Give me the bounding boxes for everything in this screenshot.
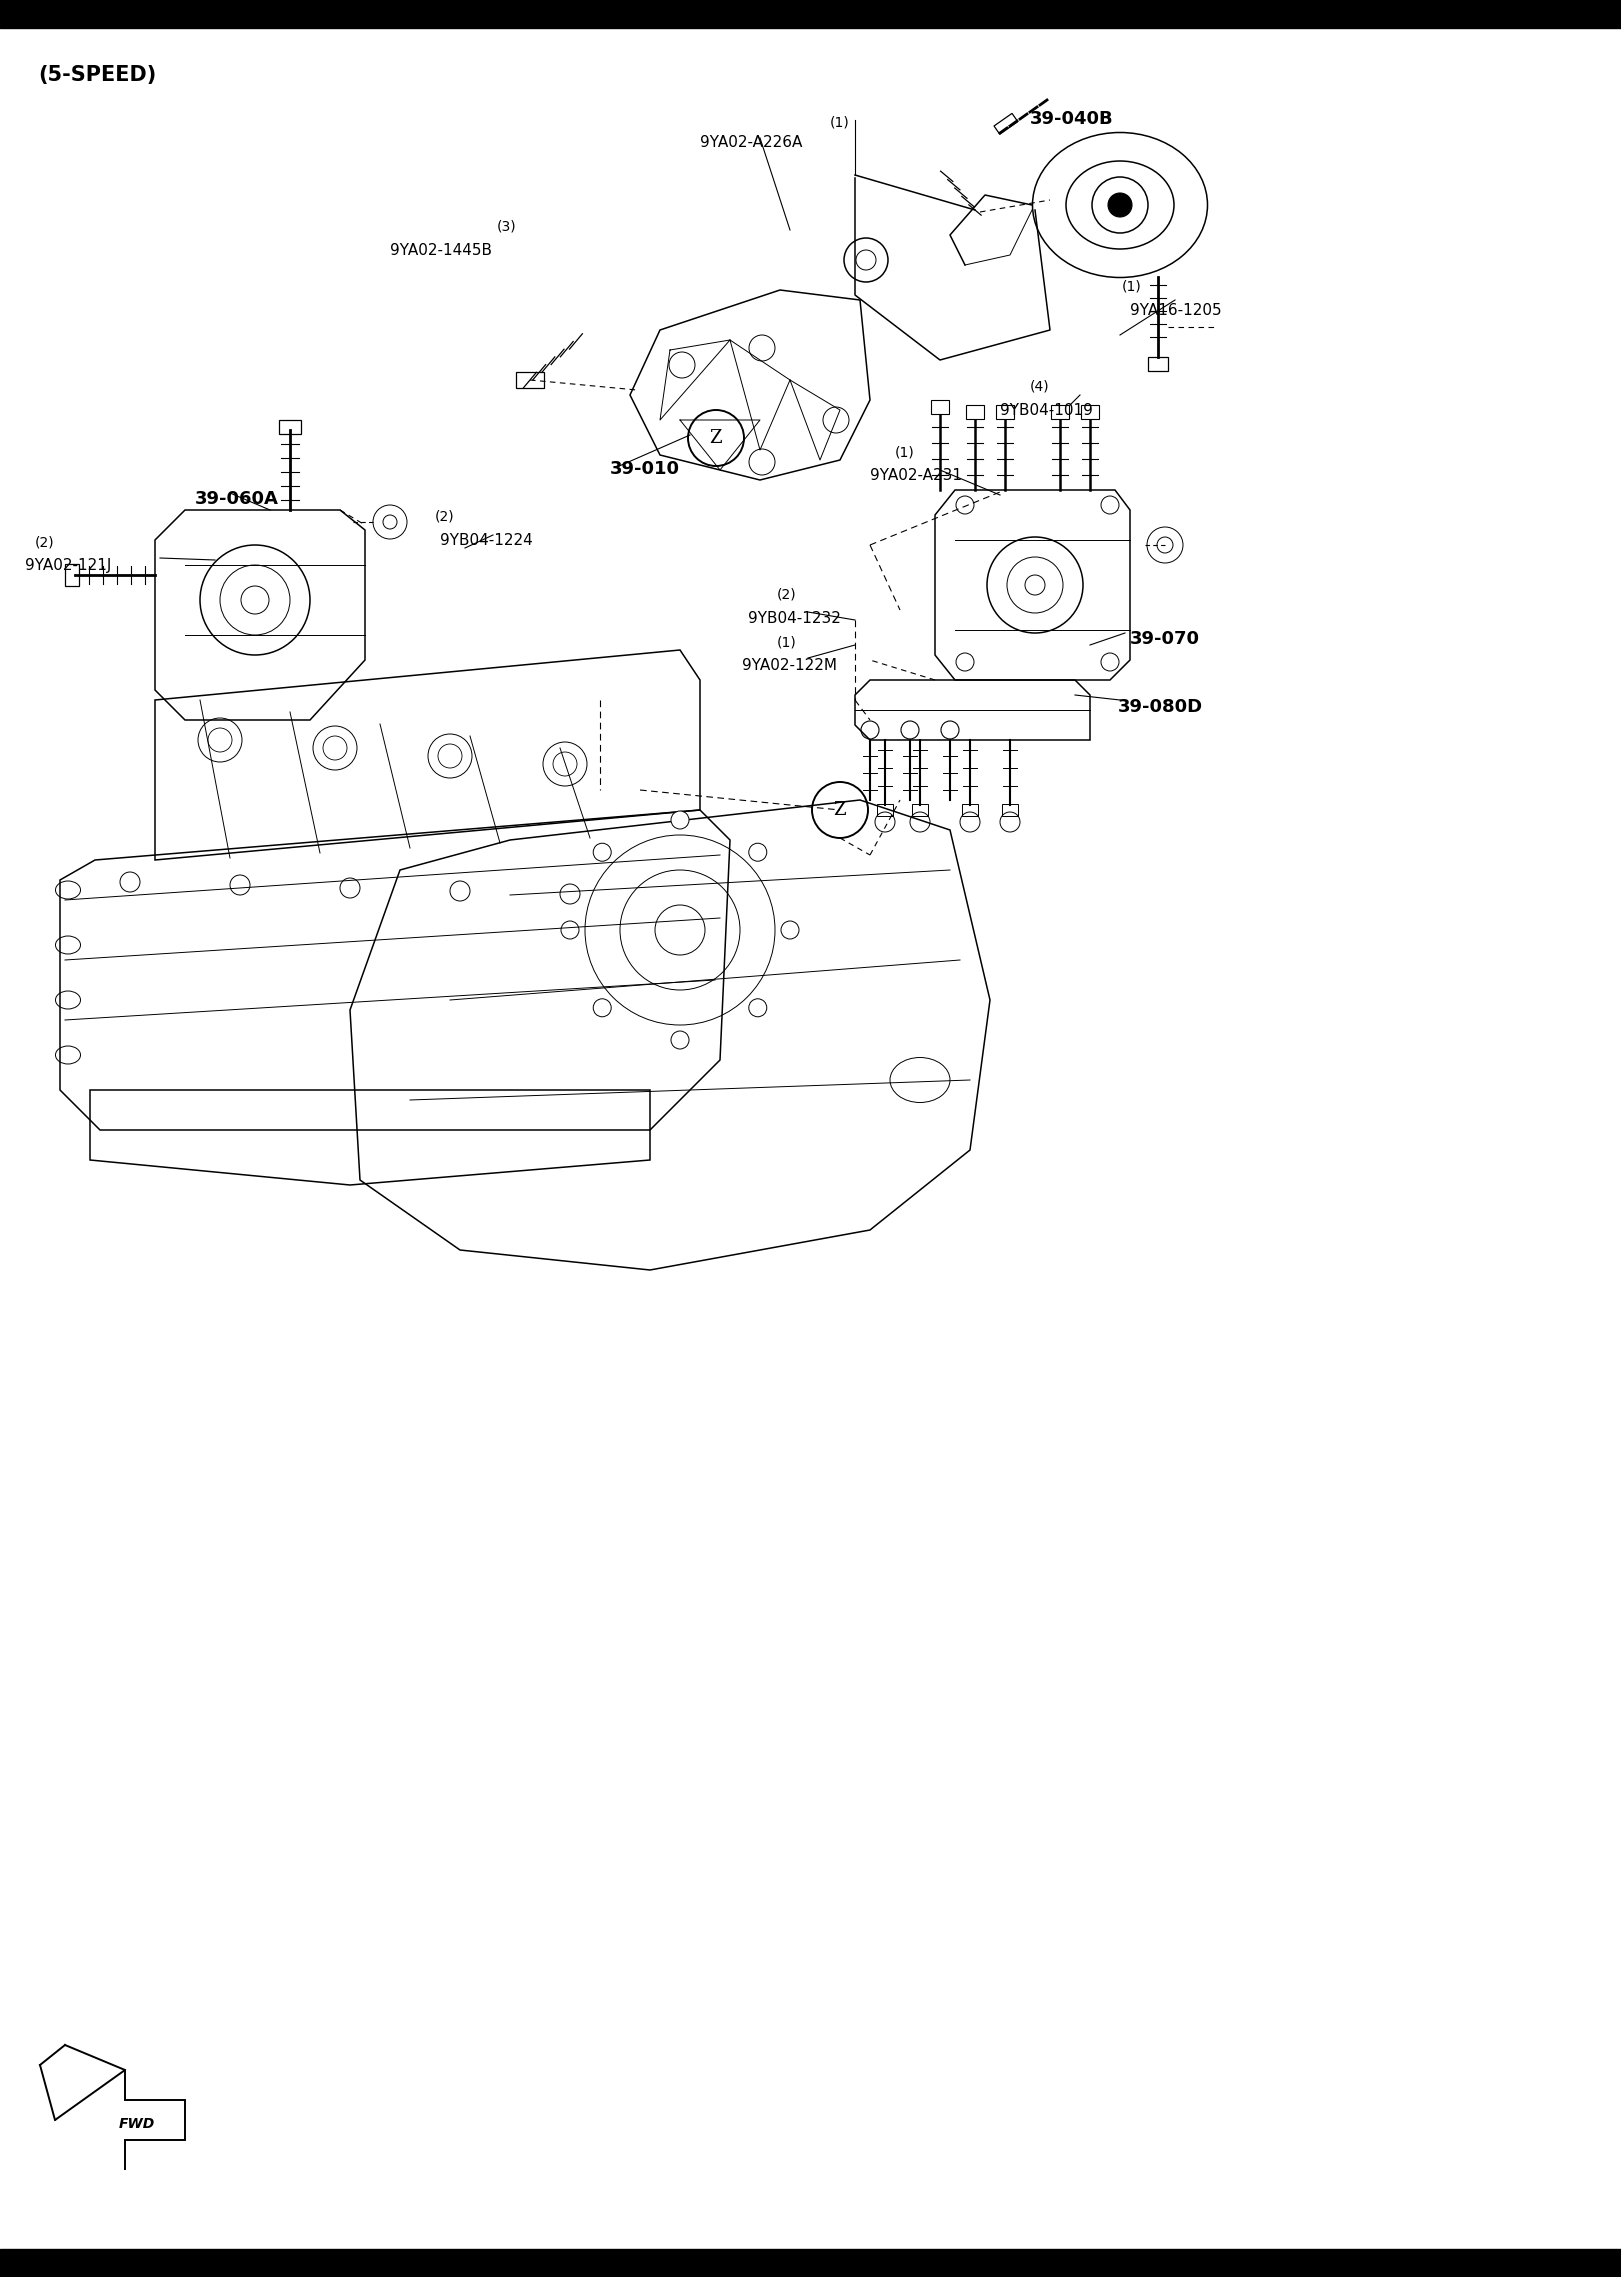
Text: (3): (3) [498, 221, 517, 235]
Text: (1): (1) [1122, 280, 1141, 294]
Text: (4): (4) [1029, 380, 1050, 394]
Bar [1081, 405, 1099, 419]
FancyBboxPatch shape [515, 371, 545, 387]
Bar [65, 565, 79, 585]
Bar [1002, 804, 1018, 815]
Bar [961, 804, 977, 815]
Circle shape [561, 920, 579, 938]
Text: (2): (2) [776, 587, 796, 601]
Bar [1050, 405, 1068, 419]
Text: 39-070: 39-070 [1130, 631, 1200, 649]
Circle shape [671, 1031, 689, 1050]
Text: (1): (1) [776, 635, 798, 649]
Circle shape [593, 1000, 611, 1018]
Text: 9YB04-1224: 9YB04-1224 [439, 533, 533, 549]
Text: 39-040B: 39-040B [1029, 109, 1114, 128]
Text: (2): (2) [434, 510, 454, 524]
Text: Z: Z [710, 428, 723, 446]
Circle shape [593, 842, 611, 861]
Circle shape [749, 842, 767, 861]
Bar [877, 804, 893, 815]
Circle shape [1109, 194, 1131, 216]
Text: 39-080D: 39-080D [1118, 699, 1203, 715]
Text: (2): (2) [36, 535, 55, 549]
Bar [995, 405, 1015, 419]
Text: 9YB04-1019: 9YB04-1019 [1000, 403, 1093, 419]
Bar [930, 401, 948, 414]
Circle shape [781, 920, 799, 938]
Circle shape [671, 811, 689, 829]
Text: 39-010: 39-010 [609, 460, 679, 478]
Text: Z: Z [833, 802, 846, 820]
Bar [279, 419, 302, 435]
Bar [913, 804, 927, 815]
Text: 9YB04-1232: 9YB04-1232 [747, 610, 841, 626]
Circle shape [749, 1000, 767, 1018]
Text: 9YA16-1205: 9YA16-1205 [1130, 303, 1222, 319]
Text: 9YA02-A226A: 9YA02-A226A [700, 134, 802, 150]
Text: (1): (1) [895, 444, 914, 460]
Text: FWD: FWD [118, 2118, 156, 2131]
Bar [966, 405, 984, 419]
Text: 9YA02-1445B: 9YA02-1445B [391, 244, 493, 257]
Bar [1148, 357, 1169, 371]
Text: 39-060A: 39-060A [195, 490, 279, 508]
Text: 9YA02-121J: 9YA02-121J [24, 558, 112, 574]
Text: 9YA02-A231: 9YA02-A231 [870, 469, 961, 483]
Text: (5-SPEED): (5-SPEED) [37, 66, 156, 84]
Text: 9YA02-122M: 9YA02-122M [742, 658, 836, 674]
Text: (1): (1) [830, 116, 849, 130]
Bar [994, 114, 1018, 134]
